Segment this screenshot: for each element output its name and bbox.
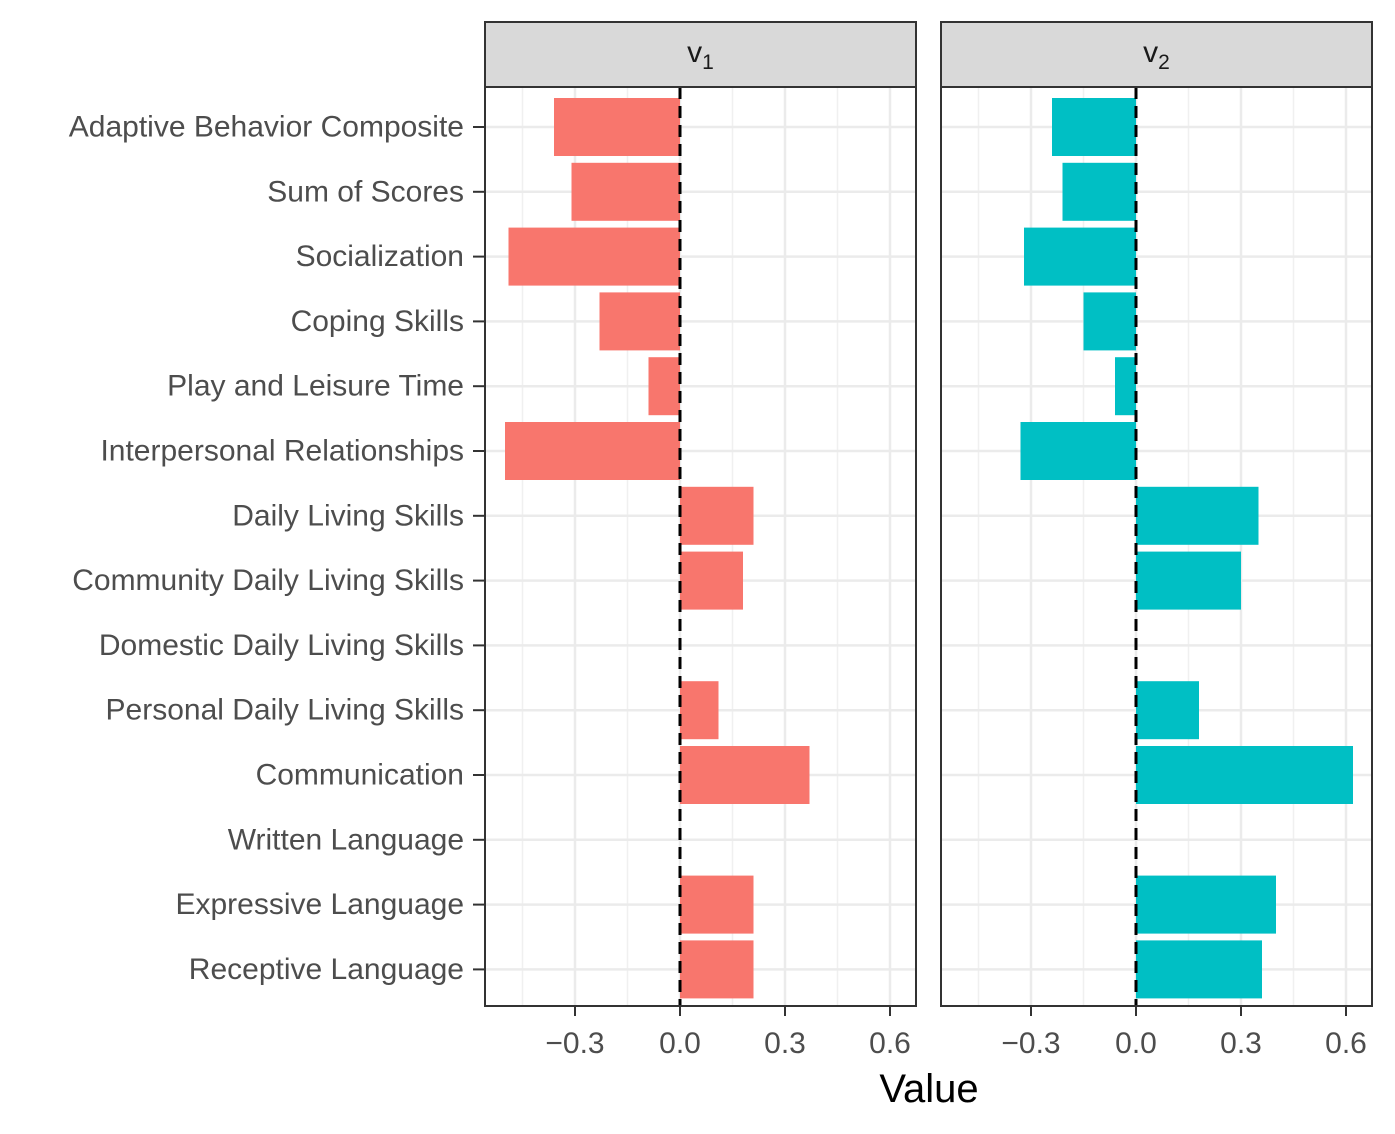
bar <box>1136 486 1259 545</box>
bar <box>680 681 719 740</box>
bar <box>1136 746 1353 804</box>
bar <box>680 551 743 610</box>
bar <box>1052 98 1136 156</box>
panel-background <box>941 87 1372 1006</box>
bar <box>1024 227 1136 286</box>
panel-background <box>485 87 916 1006</box>
bar <box>680 940 754 999</box>
category-label: Personal Daily Living Skills <box>106 694 464 727</box>
bar <box>1136 681 1199 740</box>
x-tick-label: 0.0 <box>1115 1027 1157 1060</box>
category-tick-marks <box>473 126 485 971</box>
bar <box>505 422 680 480</box>
bar <box>1083 292 1136 351</box>
x-tick-label: 0.0 <box>659 1027 701 1060</box>
facet-strip <box>484 21 917 88</box>
x-tick-label: 0.6 <box>869 1027 911 1060</box>
facet-label-subscript: 2 <box>1158 51 1170 74</box>
panel-2: v2 −0.3 0.0 0.3 0.6 <box>940 21 1373 1060</box>
panel-1: v1 −0.3 0.0 0.3 0.6 <box>484 21 917 1060</box>
bar <box>680 486 754 545</box>
x-tick-label: 0.3 <box>764 1027 806 1060</box>
category-label: Play and Leisure Time <box>167 370 464 403</box>
category-label: Domestic Daily Living Skills <box>99 629 464 662</box>
category-label: Daily Living Skills <box>232 499 464 532</box>
bar <box>599 292 680 351</box>
x-tick-label: 0.6 <box>1325 1027 1367 1060</box>
facet-label-base: v <box>1143 36 1158 69</box>
category-label: Community Daily Living Skills <box>72 564 464 597</box>
facet-strip-label: v1 <box>687 36 714 74</box>
bar <box>508 227 680 286</box>
bar <box>554 98 680 156</box>
x-tick-label: 0.3 <box>1220 1027 1262 1060</box>
x-axis-title: Value <box>879 1067 978 1111</box>
bar <box>680 746 810 804</box>
facet-label-subscript: 1 <box>702 51 714 74</box>
bar <box>1136 551 1241 610</box>
panels: v1−0.3 0.0 0.3 0.6v2−0.3 0.0 0.3 0.6 <box>484 21 1373 1060</box>
bar <box>1115 357 1136 416</box>
x-tick-label: −0.3 <box>545 1027 604 1060</box>
bar <box>1136 940 1262 999</box>
facet-label-base: v <box>687 36 702 69</box>
category-label: Coping Skills <box>291 305 464 338</box>
category-label: Written Language <box>228 823 464 856</box>
category-label: Communication <box>256 759 464 792</box>
bar <box>1020 422 1136 480</box>
bar <box>680 875 754 934</box>
category-label: Expressive Language <box>175 888 464 921</box>
category-label: Adaptive Behavior Composite <box>69 111 464 144</box>
bar <box>1062 162 1136 221</box>
bar <box>1136 875 1276 934</box>
category-label: Receptive Language <box>189 953 464 986</box>
bar <box>571 162 680 221</box>
category-labels: Adaptive Behavior Composite Sum of Scores… <box>69 111 464 986</box>
facet-strip-label: v2 <box>1143 36 1170 74</box>
facet-strip <box>940 21 1373 88</box>
x-tick-label: −0.3 <box>1001 1027 1060 1060</box>
category-label: Socialization <box>296 240 464 273</box>
category-label: Interpersonal Relationships <box>100 435 464 468</box>
bar <box>648 357 680 416</box>
category-label: Sum of Scores <box>267 175 464 208</box>
